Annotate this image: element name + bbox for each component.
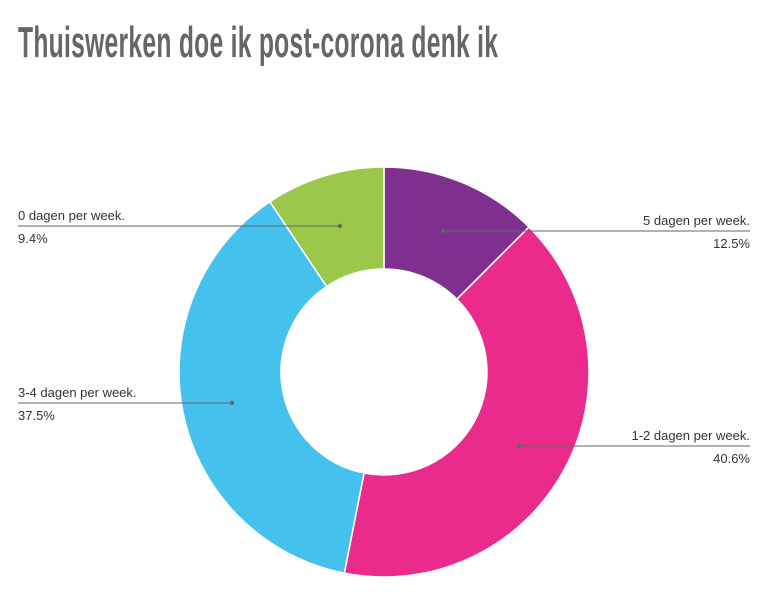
leader-dot [229, 400, 235, 406]
leader-dot [440, 228, 446, 234]
slice-3-4-dagen[interactable] [178, 200, 365, 575]
slice-label: 0 dagen per week. [18, 208, 125, 223]
slice-value-label: 9.4% [18, 231, 48, 246]
slice-label: 5 dagen per week. [643, 213, 750, 228]
slice-value-label: 40.6% [713, 451, 750, 466]
slice-label: 3-4 dagen per week. [18, 385, 137, 400]
slice-value-label: 12.5% [713, 236, 750, 251]
leader-dot [516, 443, 522, 449]
chart-title: Thuiswerken doe ik post-corona denk ik [18, 18, 499, 67]
slice-label: 1-2 dagen per week. [631, 428, 750, 443]
slice-value-label: 37.5% [18, 408, 55, 423]
slice-1-2-dagen[interactable] [343, 225, 590, 578]
slice-0-dagen[interactable] [268, 166, 385, 288]
leader-dot [337, 223, 343, 229]
